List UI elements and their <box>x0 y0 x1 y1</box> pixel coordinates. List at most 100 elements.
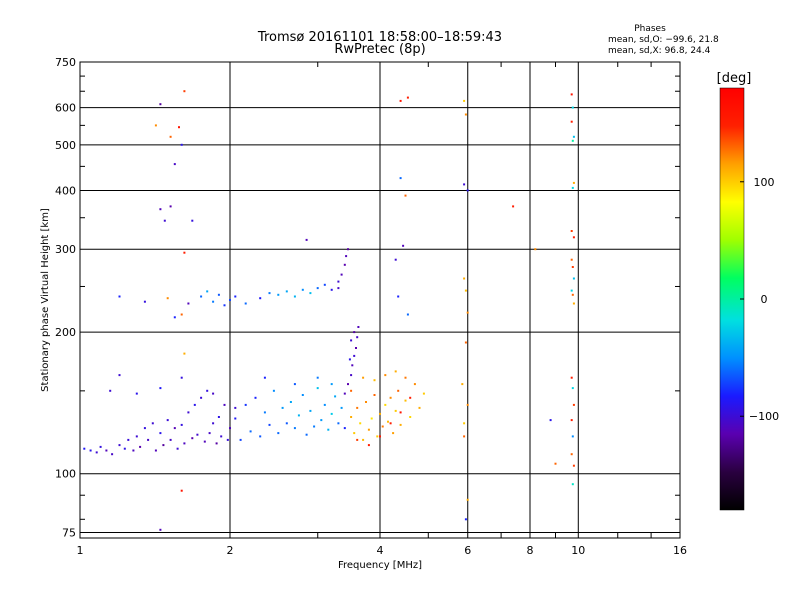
data-point <box>367 428 370 431</box>
data-point <box>399 177 402 180</box>
y-tick-label: 200 <box>55 326 76 339</box>
data-point <box>466 311 469 314</box>
data-point <box>169 135 172 138</box>
chart-title: Tromsø 20161101 18:58:00–18:59:43 <box>257 30 502 45</box>
data-point <box>143 427 146 430</box>
data-point <box>118 374 121 377</box>
data-point <box>162 444 165 447</box>
data-point <box>173 316 176 319</box>
data-point <box>379 412 381 415</box>
data-point <box>337 287 340 290</box>
data-point <box>571 186 574 189</box>
data-point <box>105 449 108 452</box>
data-point <box>570 289 573 292</box>
data-point <box>305 433 308 436</box>
data-point <box>173 427 176 430</box>
x-tick-label: 16 <box>673 544 687 557</box>
x-tick-label: 2 <box>227 544 234 557</box>
data-point <box>217 416 220 418</box>
data-point <box>463 183 466 186</box>
data-point <box>127 438 130 441</box>
y-axis-title: Stationary phase Virtual Height [km] <box>40 208 51 392</box>
data-point <box>570 419 573 422</box>
data-point <box>355 347 357 349</box>
data-point <box>159 103 162 106</box>
data-point <box>350 339 353 342</box>
chart-subtitle: RwPretec (8p) <box>334 42 425 57</box>
x-tick-label: 8 <box>527 544 534 557</box>
data-point <box>348 358 351 361</box>
colorbar-tick-label: 100 <box>754 176 775 189</box>
data-point <box>389 422 392 425</box>
data-point <box>347 248 349 251</box>
data-point <box>362 376 365 379</box>
data-point <box>379 435 381 438</box>
data-point <box>220 435 223 438</box>
data-point <box>178 126 180 129</box>
data-point <box>196 433 199 436</box>
data-point <box>309 292 312 295</box>
data-point <box>570 453 573 456</box>
data-point <box>571 139 574 142</box>
data-point <box>572 236 575 239</box>
data-point <box>109 389 112 392</box>
data-point <box>340 406 343 409</box>
data-point <box>350 389 353 392</box>
data-point <box>263 376 266 379</box>
data-point <box>277 432 280 435</box>
phases-x-mode: mean, sd,X: 96.8, 24.4 <box>608 46 711 56</box>
data-point <box>404 399 407 402</box>
data-point <box>229 299 231 301</box>
data-point <box>571 387 574 390</box>
data-point <box>223 403 226 406</box>
data-point <box>173 163 176 166</box>
y-tick-label: 600 <box>55 102 76 115</box>
data-point <box>343 427 346 430</box>
data-point <box>285 290 288 293</box>
data-point <box>123 447 126 450</box>
data-point <box>263 411 266 414</box>
data-point <box>254 396 257 399</box>
data-point <box>180 313 183 316</box>
data-point <box>404 376 407 379</box>
data-point <box>259 297 262 300</box>
data-point <box>337 422 340 425</box>
data-point <box>362 438 365 441</box>
data-point <box>389 396 392 399</box>
data-point <box>83 447 86 450</box>
data-point <box>337 280 340 283</box>
data-point <box>334 395 337 398</box>
data-point <box>463 422 466 425</box>
data-point <box>549 419 552 422</box>
data-point <box>301 288 304 291</box>
data-point <box>343 392 346 395</box>
data-point <box>406 96 409 99</box>
y-axis: 75 100 200 300 400 500 600 750 <box>55 56 680 539</box>
data-point <box>147 438 150 441</box>
data-point <box>422 392 425 395</box>
y-tick-label: 500 <box>55 139 76 152</box>
data-point <box>234 295 237 298</box>
data-point <box>206 290 209 293</box>
data-point <box>281 406 284 409</box>
colorbar-label: [deg] <box>717 71 752 86</box>
data-point <box>570 230 573 232</box>
data-point <box>572 464 575 467</box>
data-point <box>132 449 135 452</box>
x-tick-label: 6 <box>464 544 471 557</box>
data-point <box>244 403 247 406</box>
data-point <box>193 403 196 406</box>
data-point <box>330 383 333 386</box>
data-point <box>466 189 469 192</box>
data-point <box>399 99 402 102</box>
data-point <box>353 432 356 435</box>
colorbar-tick-label: −100 <box>749 410 779 423</box>
data-point <box>191 437 194 440</box>
data-point <box>464 341 467 344</box>
data-point <box>394 409 397 412</box>
data-point <box>169 205 172 208</box>
data-point <box>345 255 348 258</box>
data-point <box>365 401 367 403</box>
data-point <box>572 135 575 138</box>
data-point <box>409 396 412 399</box>
